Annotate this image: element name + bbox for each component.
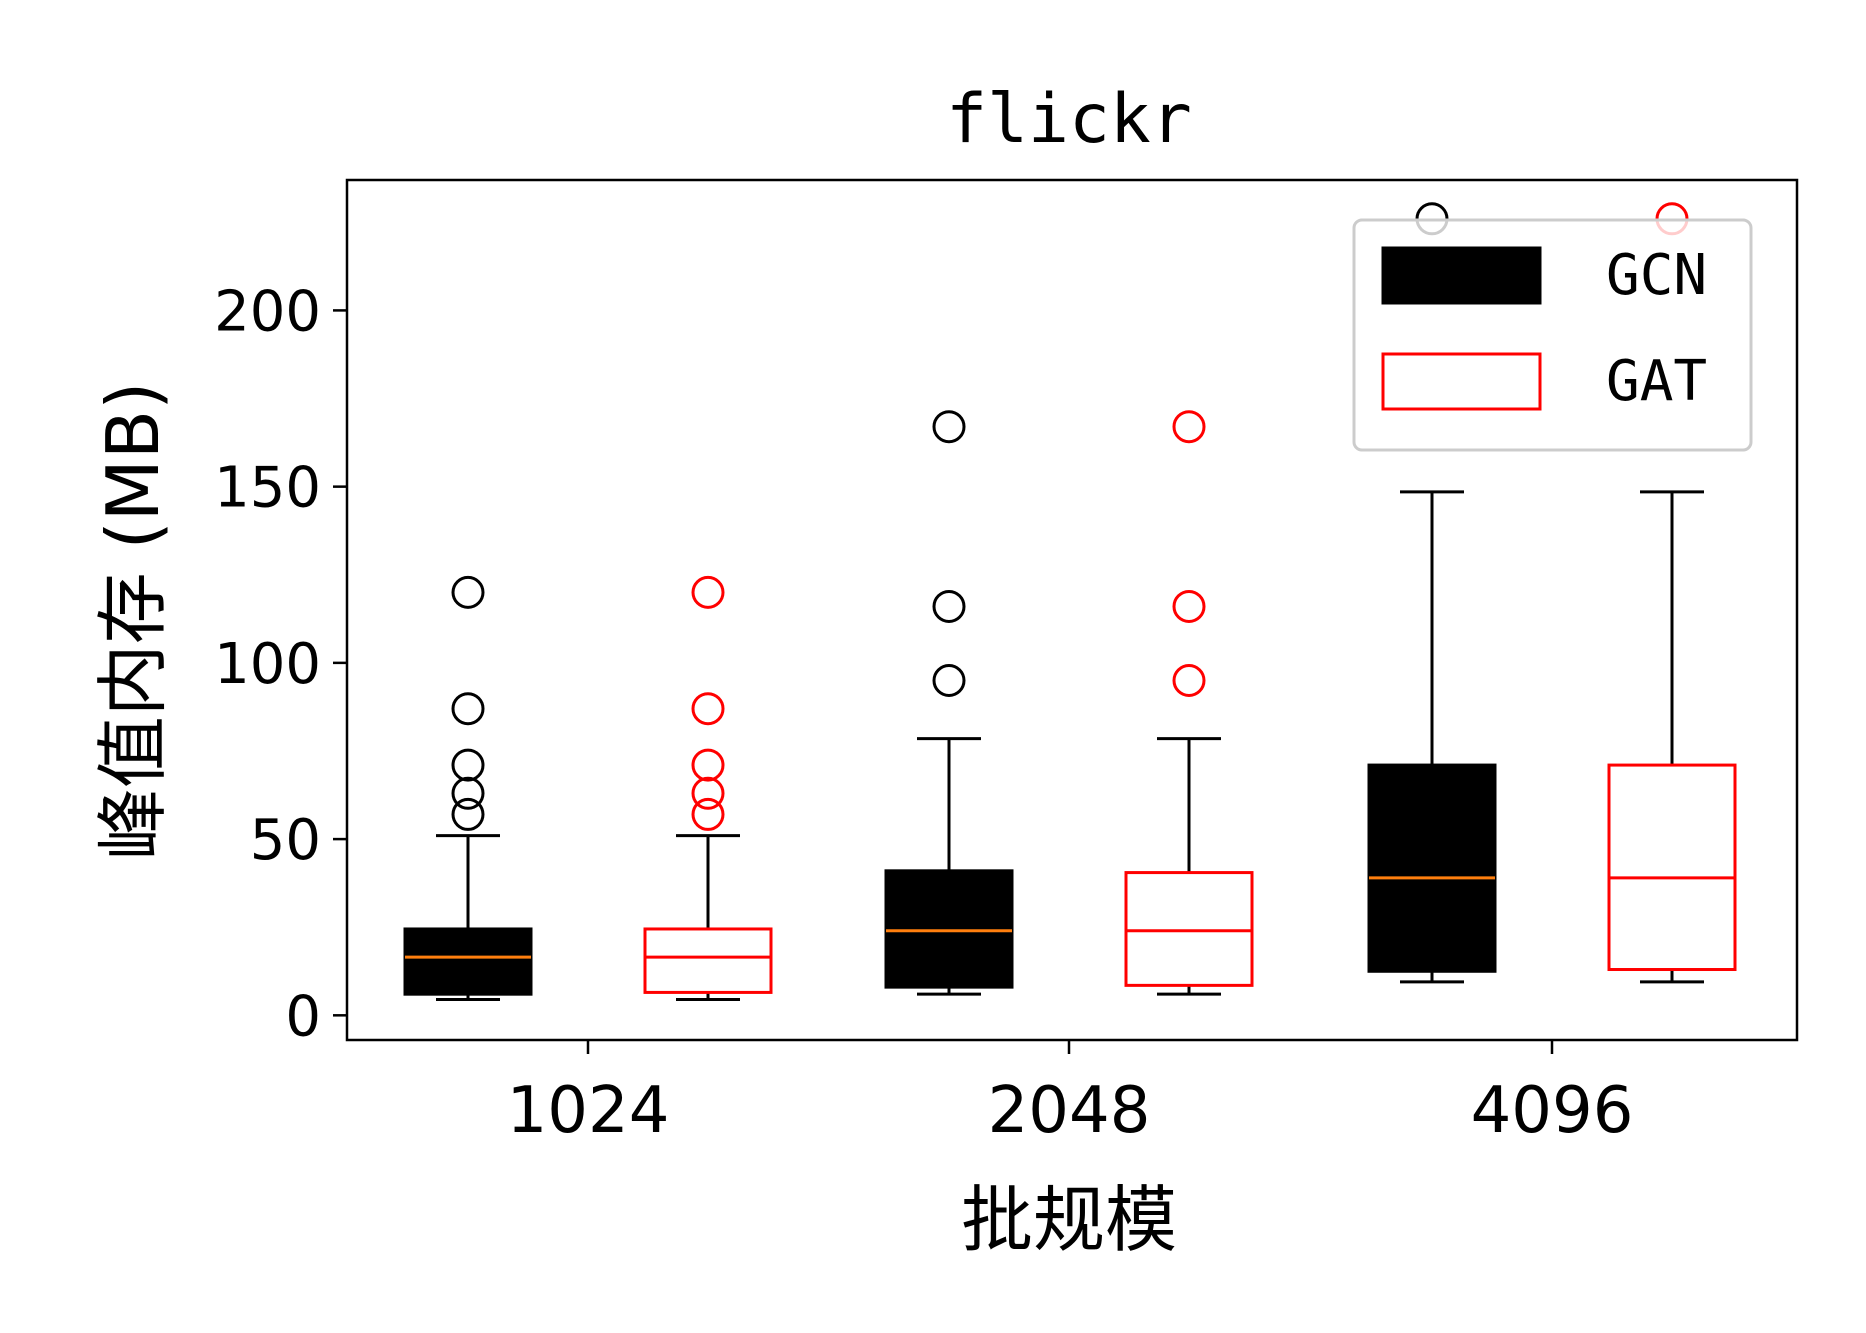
box [1124,871,1254,987]
box [1607,763,1737,972]
flier-point [691,776,725,810]
boxplot-gat-4096 [1607,202,1737,984]
y-tick-label: 150 [214,456,321,521]
flier-point [691,748,725,782]
flier-point [691,575,725,609]
flier-point [451,797,485,831]
plot-area: 0 50 100 150 200 1024 2048 4096 [214,178,1799,1148]
y-tick-label: 0 [285,984,321,1049]
boxplot-gat-1024 [643,575,773,1001]
flier-point [451,692,485,726]
flier-point [451,748,485,782]
y-axis-label: 峰值内存 (MB) [91,382,175,861]
y-tick-label: 50 [250,808,321,873]
flier-point [451,776,485,810]
axes-frame [345,178,1799,1042]
y-tick-label: 200 [214,279,321,344]
box [643,927,773,994]
flier-point [1172,663,1206,697]
flier-point [691,692,725,726]
x-tick-label: 2048 [988,1074,1151,1148]
boxplot-gcn-4096 [1367,202,1497,984]
boxplot-gat-2048 [1124,410,1254,996]
x-axis-label: 批规模 [961,1178,1177,1262]
boxplot-gcn-1024 [403,575,533,1001]
flier-point [932,410,966,444]
box [403,927,533,996]
legend-swatch-gat [1381,352,1542,411]
x-tick-label: 1024 [507,1074,670,1148]
flier-point [691,797,725,831]
chart-title: flickr [946,80,1192,159]
box [884,869,1014,989]
legend-label-gat: GAT [1606,349,1707,414]
legend-label-gcn: GCN [1606,243,1707,308]
flier-point [1172,589,1206,623]
flier-point [932,589,966,623]
legend: GCN GAT [1352,218,1753,452]
flier-point [932,663,966,697]
flier-point [1172,410,1206,444]
boxplot-gcn-2048 [884,410,1014,996]
legend-swatch-gcn [1381,246,1542,305]
x-tick-label: 4096 [1471,1074,1634,1148]
y-tick-label: 100 [214,632,321,697]
box [1367,763,1497,973]
flier-point [451,575,485,609]
